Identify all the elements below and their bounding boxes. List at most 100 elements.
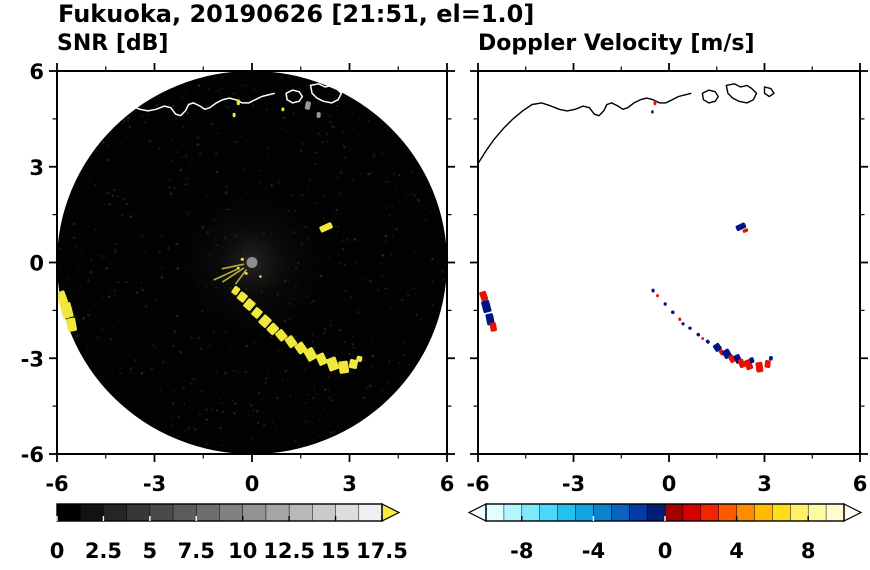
- noise-speckle-layer: [59, 84, 445, 453]
- colorbar-tick-label: 7.5: [178, 539, 215, 563]
- y-tick-label: -6: [21, 443, 44, 467]
- colorbar-tick-label: 5: [143, 539, 158, 563]
- colorbar-tick-label: 17.5: [356, 539, 408, 563]
- colorbar-under-arrow: [467, 503, 487, 522]
- colorbar-cell: [503, 503, 523, 522]
- y-tick-label: 6: [29, 60, 44, 84]
- doppler-echo: [737, 358, 746, 369]
- colorbar-cell: [539, 503, 559, 522]
- island-outline: [309, 83, 343, 104]
- colorbar-cell: [172, 503, 198, 522]
- colorbar-tick-label: 8: [801, 539, 816, 563]
- colorbar-cell: [825, 503, 845, 522]
- colorbar-cell: [126, 503, 151, 522]
- island-outline: [725, 83, 758, 104]
- doppler-echo: [653, 100, 657, 106]
- clutter-spoke: [234, 269, 248, 285]
- doppler-echo: [651, 110, 654, 114]
- colorbar-cell: [772, 503, 792, 522]
- snr-echo: [319, 222, 333, 233]
- island-outline: [763, 86, 775, 98]
- coastline: [57, 92, 275, 165]
- clutter-spoke: [213, 268, 238, 281]
- snr-gray-echo: [304, 101, 311, 110]
- snr-echo: [57, 290, 68, 305]
- snr-echo: [232, 112, 236, 118]
- doppler-echo: [696, 332, 701, 337]
- doppler-echo: [681, 322, 685, 326]
- snr-echo: [259, 275, 262, 278]
- snr-echo: [236, 99, 240, 106]
- doppler-echo: [764, 360, 771, 368]
- colorbar-cell: [611, 503, 630, 522]
- doppler-echo: [735, 222, 747, 232]
- doppler-echo: [489, 322, 497, 332]
- x-tick-label: 3: [342, 472, 357, 496]
- colorbar-tick-label: 10: [228, 539, 257, 563]
- snr-echo: [59, 301, 74, 319]
- snr-plot-area: [57, 71, 447, 454]
- doppler-echo: [671, 310, 675, 315]
- doppler-echo: [656, 294, 659, 298]
- snr-echo: [303, 347, 318, 362]
- snr-echo: [231, 285, 241, 296]
- colorbar-cell: [288, 503, 314, 522]
- snr-echo: [326, 356, 340, 372]
- doppler-echo: [651, 288, 655, 293]
- snr-echo: [236, 266, 240, 270]
- colorbar-over-arrow: [843, 503, 863, 522]
- doppler-echo: [663, 302, 667, 306]
- doppler-echo: [749, 357, 755, 364]
- colorbar-cell: [575, 503, 595, 522]
- y-tick-label: -3: [21, 347, 44, 371]
- snr-echo: [66, 317, 78, 332]
- colorbar-tick-label: -8: [510, 539, 533, 563]
- colorbar-cell: [103, 503, 128, 522]
- snr-echo: [275, 329, 288, 342]
- snr-echo: [284, 335, 298, 349]
- colorbar-tick-label: 0: [658, 539, 673, 563]
- x-tick-label: -6: [466, 472, 489, 496]
- colorbar-over-arrow: [381, 503, 401, 522]
- snr-echo: [244, 272, 248, 275]
- x-tick-label: 0: [662, 472, 677, 496]
- colorbar-tick-label: 0: [50, 539, 65, 563]
- doppler-echo: [678, 317, 682, 322]
- snr-echo: [315, 352, 328, 366]
- colorbar-cell: [807, 503, 827, 522]
- colorbar-tick-label: 12.5: [263, 539, 315, 563]
- x-tick-label: -3: [143, 472, 166, 496]
- x-tick-label: -3: [562, 472, 585, 496]
- snr-echo: [348, 359, 359, 369]
- doppler-echo: [485, 313, 495, 326]
- colorbar-cell: [682, 503, 702, 522]
- colorbar-cell: [593, 503, 613, 522]
- snr-panel-title: SNR [dB]: [57, 31, 169, 56]
- colorbar-cell: [646, 503, 666, 522]
- doppler-echo: [479, 290, 489, 302]
- x-tick-label: -6: [45, 472, 68, 496]
- doppler-colorbar: -8 -4 0 4 8: [467, 503, 863, 563]
- colorbar-cell: [56, 503, 81, 522]
- y-tick-label: 3: [29, 156, 44, 180]
- radar-center-dot: [246, 257, 258, 268]
- colorbar-tick-label: 4: [729, 539, 744, 563]
- doppler-echo: [742, 228, 749, 233]
- colorbar-cell: [557, 503, 577, 522]
- doppler-echo: [481, 299, 492, 314]
- colorbar-tick-label: 2.5: [85, 539, 122, 563]
- doppler-axes: -6 -3 0 3 6: [466, 63, 868, 496]
- colorbar-cell: [149, 503, 174, 522]
- x-tick-label: 0: [245, 472, 260, 496]
- colorbar-cell: [219, 503, 244, 522]
- doppler-echo: [701, 337, 705, 340]
- island-outline: [701, 89, 719, 104]
- colorbar-cell: [736, 503, 756, 522]
- colorbar-tick-label: 15: [321, 539, 350, 563]
- colorbar-cell: [242, 503, 267, 522]
- doppler-echo: [755, 361, 764, 373]
- colorbar-cell: [485, 503, 505, 522]
- snr-echo: [281, 107, 285, 112]
